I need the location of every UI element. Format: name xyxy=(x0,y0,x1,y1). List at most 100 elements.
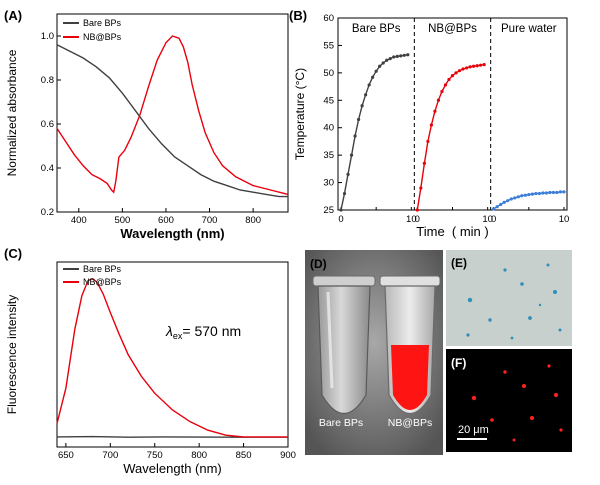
particles xyxy=(466,263,562,340)
y-axis-label: Fluorescence intensity xyxy=(5,295,19,414)
panel-c-label: (C) xyxy=(4,246,22,261)
data-point xyxy=(378,64,382,68)
spot xyxy=(530,416,534,420)
y-tick-label: 1.0 xyxy=(41,31,54,42)
data-point xyxy=(364,93,368,97)
data-point xyxy=(537,191,541,196)
data-point xyxy=(499,202,503,207)
x-tick-label: 600 xyxy=(158,215,174,226)
data-point xyxy=(371,75,375,79)
data-point xyxy=(402,53,406,57)
y-tick-label: 45 xyxy=(323,95,334,106)
data-point xyxy=(419,186,423,190)
red-solution xyxy=(391,345,429,410)
tube-cap xyxy=(379,275,441,287)
data-point xyxy=(381,61,385,65)
segment-label: Bare BPs xyxy=(352,23,401,35)
y-tick-label: 0.2 xyxy=(41,207,54,218)
tube-label-bare: Bare BPs xyxy=(319,417,363,429)
x-tick-label: 10 xyxy=(482,214,493,225)
excitation-annotation: λex= 570 nm xyxy=(165,323,241,341)
data-point xyxy=(433,109,437,113)
brightfield-background xyxy=(446,250,572,346)
data-point xyxy=(468,65,472,69)
particle xyxy=(488,318,492,322)
x-tick-label: 900 xyxy=(280,450,296,461)
data-point xyxy=(450,74,455,78)
tube-highlight xyxy=(326,291,334,389)
data-point xyxy=(406,53,410,57)
data-point xyxy=(374,69,378,73)
fluorescent-spots xyxy=(471,364,563,442)
data-point xyxy=(356,117,361,122)
data-point xyxy=(443,83,448,87)
fluorescence-background xyxy=(446,349,572,452)
data-point xyxy=(541,191,545,195)
data-point xyxy=(534,191,538,196)
y-tick-label: 0.8 xyxy=(41,75,54,86)
particle xyxy=(553,290,557,294)
legend-label: Bare BPs xyxy=(83,18,122,28)
data-point xyxy=(516,195,520,199)
data-point xyxy=(339,208,343,212)
spot xyxy=(490,418,494,422)
legend-label: Bare BPs xyxy=(83,264,122,274)
spot xyxy=(471,395,477,401)
x-tick-label: 800 xyxy=(191,450,207,461)
data-point xyxy=(492,207,496,211)
panel-d-label: (D) xyxy=(310,257,327,271)
x-tick-label: 700 xyxy=(202,215,218,226)
data-point xyxy=(367,83,371,87)
x-tick-label: 0 xyxy=(415,214,420,225)
panel-e-label: (E) xyxy=(451,256,467,270)
data-point xyxy=(440,89,444,94)
spot xyxy=(553,392,559,398)
tube-bare-bps xyxy=(317,285,371,414)
data-point xyxy=(422,161,426,165)
data-point xyxy=(457,69,462,73)
y-tick-label: 0.4 xyxy=(41,163,54,174)
y-tick-label: 0.6 xyxy=(41,119,54,130)
plot-frame xyxy=(337,17,568,211)
spot xyxy=(512,438,516,442)
x-tick-label: 750 xyxy=(147,450,163,461)
x-tick-label: 0 xyxy=(491,214,496,225)
y-tick-label: 30 xyxy=(323,178,334,189)
data-point xyxy=(523,193,527,197)
x-tick-label: 500 xyxy=(114,215,130,226)
data-point xyxy=(346,172,350,176)
tube-cap xyxy=(312,275,376,287)
data-point xyxy=(509,197,513,201)
panel-b: (B) 25 30 35 40 45 50 55 60 Temperature (°C) Time… xyxy=(289,8,569,239)
data-point xyxy=(349,153,354,157)
data-point xyxy=(520,194,524,198)
data-point xyxy=(472,64,476,68)
particle xyxy=(558,328,562,332)
segment-label: NB@BPs xyxy=(428,23,477,35)
tube-label-nb: NB@BPs xyxy=(388,417,433,429)
data-point xyxy=(360,104,364,108)
panel-a-label: (A) xyxy=(4,8,22,23)
data-point xyxy=(461,67,465,71)
x-axis-label: Time ( min ) xyxy=(416,224,488,239)
data-point xyxy=(551,190,556,195)
panel-e-micrograph: (E) xyxy=(446,250,572,346)
x-axis-label: Wavelength (nm) xyxy=(123,461,222,476)
data-point xyxy=(385,58,389,62)
particle xyxy=(528,316,532,320)
x-tick-label: 800 xyxy=(245,215,261,226)
y-tick-label: 25 xyxy=(323,205,334,216)
data-point xyxy=(475,64,479,68)
data-point xyxy=(395,54,399,59)
series-line-nb xyxy=(56,35,289,196)
data-point xyxy=(454,71,458,75)
particle xyxy=(546,263,550,267)
data-point xyxy=(388,56,392,61)
data-point xyxy=(558,190,563,194)
data-point xyxy=(502,200,506,204)
data-point xyxy=(415,208,419,212)
y-tick-label: 60 xyxy=(323,13,334,24)
data-point xyxy=(513,196,517,200)
y-tick-label: 50 xyxy=(323,68,334,79)
particle xyxy=(538,303,542,307)
